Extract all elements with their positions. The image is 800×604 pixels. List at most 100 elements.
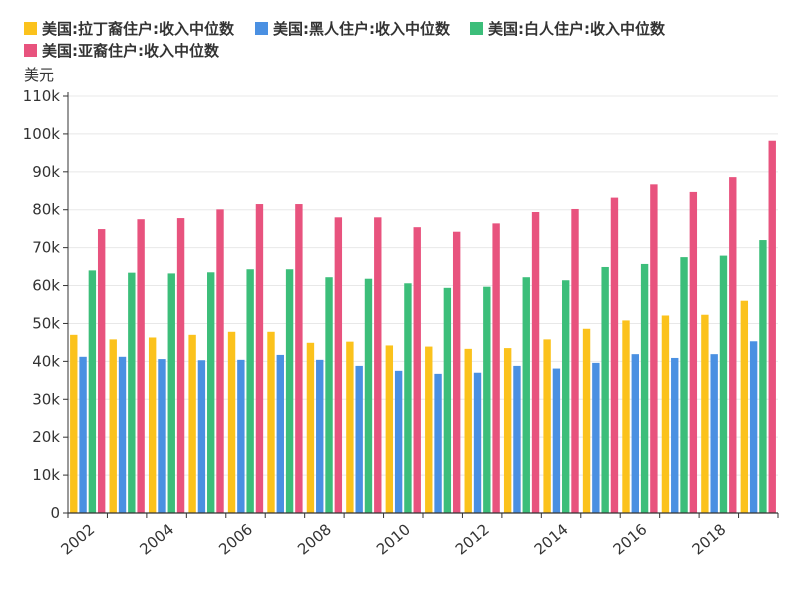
legend-item[interactable]: 美国:黑人住户:收入中位数	[255, 20, 451, 38]
bar[interactable]	[237, 359, 245, 513]
bar[interactable]	[582, 328, 591, 513]
y-tick-label: 70k	[32, 239, 60, 257]
bar[interactable]	[79, 356, 87, 513]
bar[interactable]	[531, 212, 540, 513]
bar[interactable]	[285, 269, 294, 513]
bar[interactable]	[216, 209, 224, 513]
bar[interactable]	[680, 257, 688, 513]
bar[interactable]	[197, 360, 206, 513]
bar[interactable]	[316, 359, 324, 513]
bar[interactable]	[650, 184, 658, 513]
y-tick-label: 110k	[23, 87, 61, 105]
bar[interactable]	[325, 277, 333, 513]
bar[interactable]	[483, 286, 491, 513]
bar[interactable]	[374, 217, 382, 513]
bar[interactable]	[207, 272, 215, 513]
legend-label: 美国:白人住户:收入中位数	[488, 20, 666, 38]
legend-swatch	[24, 22, 37, 35]
bar[interactable]	[503, 348, 512, 513]
legend-item[interactable]: 美国:白人住户:收入中位数	[470, 20, 666, 38]
x-tick-label: 2004	[136, 520, 177, 558]
bar[interactable]	[267, 331, 275, 513]
bar[interactable]	[592, 362, 600, 513]
bar[interactable]	[473, 372, 482, 513]
bar[interactable]	[562, 280, 570, 513]
bar[interactable]	[689, 191, 698, 513]
bar[interactable]	[128, 272, 136, 513]
bar[interactable]	[176, 218, 185, 513]
y-tick-label: 40k	[32, 352, 60, 370]
bar[interactable]	[571, 208, 579, 513]
bar[interactable]	[552, 368, 561, 513]
bar[interactable]	[710, 354, 718, 513]
bar[interactable]	[306, 342, 315, 513]
x-tick-label: 2016	[610, 520, 651, 558]
bar[interactable]	[385, 345, 394, 513]
bar[interactable]	[434, 373, 442, 513]
bar[interactable]	[631, 354, 639, 513]
bar[interactable]	[443, 287, 452, 513]
bar[interactable]	[425, 346, 433, 513]
bar[interactable]	[640, 263, 649, 513]
bar[interactable]	[464, 348, 472, 513]
bar[interactable]	[701, 314, 709, 513]
bar[interactable]	[88, 270, 97, 513]
legend-swatch	[255, 22, 268, 35]
bar[interactable]	[158, 359, 166, 513]
bar[interactable]	[295, 204, 303, 514]
bar[interactable]	[452, 231, 461, 513]
bar[interactable]	[276, 354, 284, 513]
bar[interactable]	[188, 334, 196, 513]
legend-label: 美国:拉丁裔住户:收入中位数	[42, 20, 235, 38]
y-tick-label: 0	[50, 504, 60, 522]
x-tick-label: 2008	[294, 520, 335, 558]
grid-lines	[68, 95, 778, 476]
bar[interactable]	[740, 300, 749, 513]
bars	[70, 140, 776, 514]
bar[interactable]	[671, 357, 679, 513]
bar[interactable]	[346, 341, 354, 513]
bar[interactable]	[246, 269, 254, 513]
bar[interactable]	[137, 219, 145, 513]
bar[interactable]	[413, 227, 421, 514]
x-tick-label: 2012	[452, 520, 493, 558]
bar[interactable]	[227, 331, 236, 513]
bar[interactable]	[661, 315, 670, 513]
y-axis-unit-label: 美元	[24, 66, 54, 84]
bar[interactable]	[543, 339, 551, 513]
bar[interactable]	[729, 177, 737, 513]
bar[interactable]	[622, 320, 630, 513]
y-tick-label: 80k	[32, 201, 60, 219]
bar[interactable]	[719, 255, 728, 513]
legend: 美国:拉丁裔住户:收入中位数 美国:黑人住户:收入中位数 美国:白人住户:收入中位数…	[24, 20, 666, 60]
x-tick-label: 2002	[57, 520, 98, 558]
y-tick-label: 20k	[32, 428, 60, 446]
bar[interactable]	[610, 197, 619, 513]
bar[interactable]	[601, 266, 609, 513]
bar[interactable]	[492, 223, 500, 513]
legend-item[interactable]: 美国:亚裔住户:收入中位数	[24, 42, 220, 60]
legend-item[interactable]: 美国:拉丁裔住户:收入中位数	[24, 20, 235, 38]
bar[interactable]	[513, 365, 521, 513]
bar[interactable]	[255, 204, 264, 514]
bar[interactable]	[70, 334, 78, 513]
bar[interactable]	[109, 339, 117, 513]
bar[interactable]	[167, 273, 175, 513]
y-tick-label: 30k	[32, 390, 60, 408]
bar[interactable]	[768, 140, 776, 514]
bar[interactable]	[394, 370, 403, 513]
bar[interactable]	[334, 217, 343, 513]
bar[interactable]	[522, 277, 530, 513]
bar[interactable]	[759, 240, 767, 514]
bar[interactable]	[404, 283, 412, 513]
x-axis: 2002 2004 2006 2008 2010 2012 2014 2016 2018	[57, 512, 779, 559]
bar[interactable]	[749, 341, 758, 513]
bar[interactable]	[118, 356, 127, 513]
bar[interactable]	[148, 337, 157, 513]
y-tick-label: 100k	[23, 125, 61, 143]
bar[interactable]	[364, 278, 373, 513]
y-tick-label: 60k	[32, 277, 60, 295]
bar[interactable]	[355, 365, 363, 513]
bar[interactable]	[97, 229, 106, 513]
